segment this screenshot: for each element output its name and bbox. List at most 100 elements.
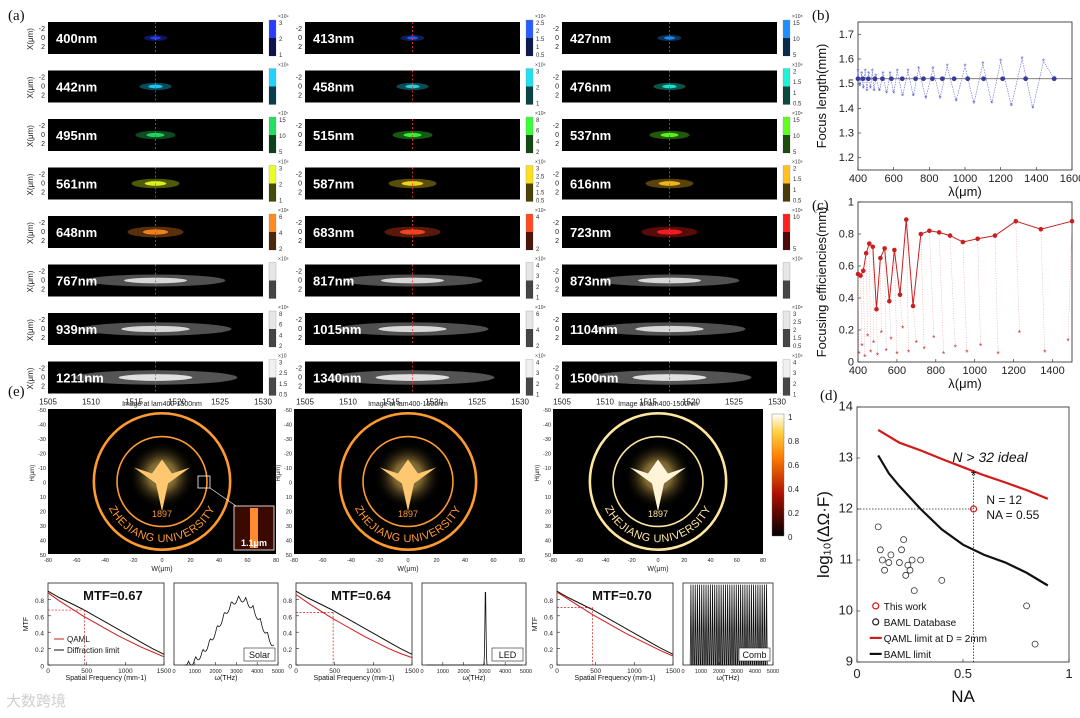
focal-strip: 873nm -2 0 2 ×10⁸ — [553, 257, 803, 299]
colorbar-dark-end — [783, 232, 790, 250]
y-tick-label: 2 — [555, 141, 559, 148]
background-efficiency-point: * — [997, 350, 1000, 359]
y-tick-label: -20 — [38, 452, 46, 458]
x-tick-label: 1400 — [1040, 365, 1064, 377]
y-tick-label: 1.3 — [839, 128, 854, 140]
sweep-point: * — [1010, 102, 1013, 111]
colorbar-tick: 1 — [793, 393, 797, 399]
colorbar-tick: 1.5 — [793, 177, 802, 183]
y-tick-label: -2 — [296, 172, 302, 179]
wavelength-label: 817nm — [313, 274, 354, 289]
y-tick-label: -50 — [543, 408, 551, 414]
x-tick-label: 5000 — [520, 669, 532, 675]
colorbar-tick: 0.5 — [279, 393, 288, 399]
colorbar-tick: 0.8 — [788, 437, 800, 446]
efficiency-point — [1069, 218, 1075, 224]
y-tick-label: 0 — [555, 181, 559, 188]
colorbar-tick: 2 — [536, 344, 540, 350]
seal-year: 1897 — [152, 509, 172, 519]
colorbar-tick: 2.5 — [279, 371, 288, 377]
x-tick-label: -80 — [290, 558, 298, 564]
focus-point — [855, 76, 861, 82]
efficiency-connector — [872, 246, 874, 343]
y-tick-label: 0 — [298, 375, 302, 382]
y-tick-label: 2 — [41, 384, 45, 391]
colorbar-dark-end — [783, 38, 790, 56]
panel-label-a: (a) — [8, 8, 25, 24]
colorbar-exponent: ×10⁸ — [792, 208, 803, 214]
x-tick-label: 1505 — [39, 398, 57, 407]
colorbar-dark-end — [526, 280, 533, 299]
colorbar-tick: 1 — [793, 188, 797, 194]
efficiency-connector — [1067, 221, 1073, 342]
efficiency-point — [936, 230, 942, 235]
y-tick-label: -2 — [39, 269, 45, 276]
y-tick-label: 50 — [545, 553, 551, 559]
x-tick-label: 60 — [244, 558, 250, 564]
colorbar-exponent: ×10⁸ — [535, 208, 546, 214]
colorbar-exponent: ×10⁸ — [792, 111, 803, 117]
baml-database-point — [887, 551, 895, 559]
colorbar-dark-end — [783, 329, 790, 347]
x-tick-label: 1515 — [125, 398, 143, 407]
colorbar-tick: 0.5 — [793, 102, 802, 108]
background-efficiency-point: * — [1018, 329, 1021, 338]
colorbar-dark-end — [526, 329, 533, 347]
sweep-point: * — [856, 67, 859, 76]
y-tick-label: 0.8 — [283, 598, 292, 605]
x-tick-label: 60 — [734, 558, 740, 564]
x-tick-label: 1500 — [405, 668, 420, 675]
efficiency-point — [1013, 218, 1019, 224]
seal-emblem — [134, 459, 190, 512]
wavelength-label: 767nm — [56, 274, 97, 289]
colorbar-tick: 4 — [536, 328, 540, 334]
y-tick-label: 0.6 — [283, 614, 292, 621]
x-tick-label: 0 — [853, 666, 860, 681]
y-tick-label: 1.7 — [839, 29, 854, 41]
focus-point — [1051, 76, 1057, 82]
sweep-point: * — [906, 67, 909, 76]
efficiency-point — [882, 246, 887, 251]
background-efficiency-point: * — [954, 344, 957, 353]
mtf-value-title: MTF=0.70 — [592, 588, 652, 603]
spectrum-line — [689, 584, 768, 666]
y-tick-label: 2 — [298, 384, 302, 391]
colorbar-dark-end — [269, 280, 276, 299]
y-tick-label: 2 — [41, 44, 45, 51]
colorbar-tick: 3 — [536, 274, 540, 280]
colorbar-tick: 4 — [793, 361, 797, 367]
efficiency-connector — [899, 294, 903, 329]
colorbar-tick: 5 — [279, 150, 283, 156]
efficiency-connector — [949, 235, 956, 348]
y-tick-label: -10 — [284, 466, 292, 472]
x-tick-label: -80 — [549, 558, 557, 564]
background-efficiency-point: * — [863, 353, 866, 362]
sweep-point: * — [931, 65, 934, 74]
seal-outer-ring — [588, 412, 728, 551]
efficiency-connector — [869, 243, 871, 353]
y-tick-label: -50 — [284, 408, 292, 414]
efficiency-point — [860, 268, 866, 274]
x-tick-label: 1000 — [437, 669, 449, 675]
colorbar-exponent: ×10⁸ — [792, 305, 803, 311]
baml-database-point — [1023, 602, 1030, 610]
colorbar-tick: 4 — [536, 264, 540, 270]
efficiency-point — [878, 255, 883, 261]
y-tick-label: -2 — [296, 26, 302, 33]
spectrum-label: LED — [499, 650, 517, 660]
colorbar-tick: 10 — [279, 134, 286, 140]
y-tick-label: 0 — [298, 278, 302, 285]
background-efficiency-point: * — [965, 348, 968, 357]
colorbar-tick: 2.5 — [536, 21, 545, 27]
spectrum-label-box — [738, 647, 771, 662]
y-tick-label: 0 — [298, 181, 302, 188]
colorbar-tick: 0.5 — [536, 199, 545, 205]
colorbar-tick: 10 — [793, 37, 800, 43]
